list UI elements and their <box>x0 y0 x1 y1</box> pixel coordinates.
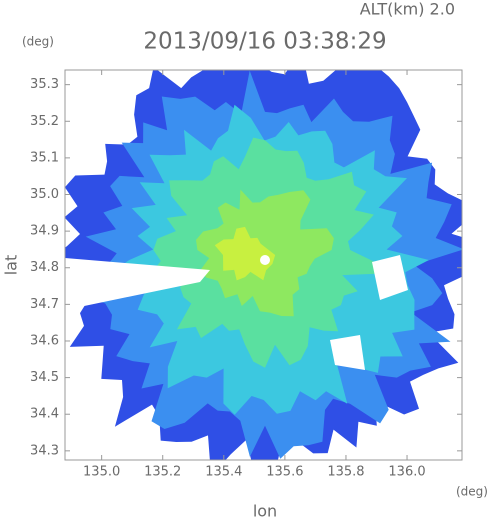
no-echo <box>372 255 408 300</box>
y-tick-label: 35.3 <box>30 77 59 92</box>
chart-title: 2013/09/16 03:38:29 <box>143 29 386 55</box>
x-tick-label: 135.6 <box>266 465 303 480</box>
y-tick-label: 34.8 <box>30 260 59 275</box>
y-tick-label: 34.5 <box>30 370 59 385</box>
y-tick-label: 34.3 <box>30 443 59 458</box>
y-tick-label: 34.4 <box>30 407 59 422</box>
x-tick-label: 135.4 <box>205 465 242 480</box>
x-tick-label: 135.2 <box>144 465 181 480</box>
y-tick-label: 34.7 <box>30 297 59 312</box>
x-tick-label: 136.0 <box>388 465 425 480</box>
echo-area <box>214 226 276 281</box>
y-tick-label: 35.2 <box>30 114 59 129</box>
no-echo <box>65 258 210 310</box>
x-unit: (deg) <box>456 485 488 499</box>
radar-echo <box>65 70 462 460</box>
altitude: ALT(km) 2.0 <box>360 0 455 19</box>
plot-frame <box>64 69 463 461</box>
x-tick-label: 135.8 <box>327 465 364 480</box>
y-axis-label: lat <box>2 255 21 276</box>
radar-site <box>260 255 270 265</box>
y-unit: (deg) <box>22 35 54 49</box>
y-tick-label: 34.9 <box>30 224 59 239</box>
x-tick-label: 135.0 <box>83 465 120 480</box>
y-tick-label: 35.0 <box>30 187 59 202</box>
no-echo <box>330 335 365 370</box>
x-axis-label: lon <box>253 502 277 521</box>
y-tick-label: 34.6 <box>30 333 59 348</box>
y-tick-label: 35.1 <box>30 150 59 165</box>
